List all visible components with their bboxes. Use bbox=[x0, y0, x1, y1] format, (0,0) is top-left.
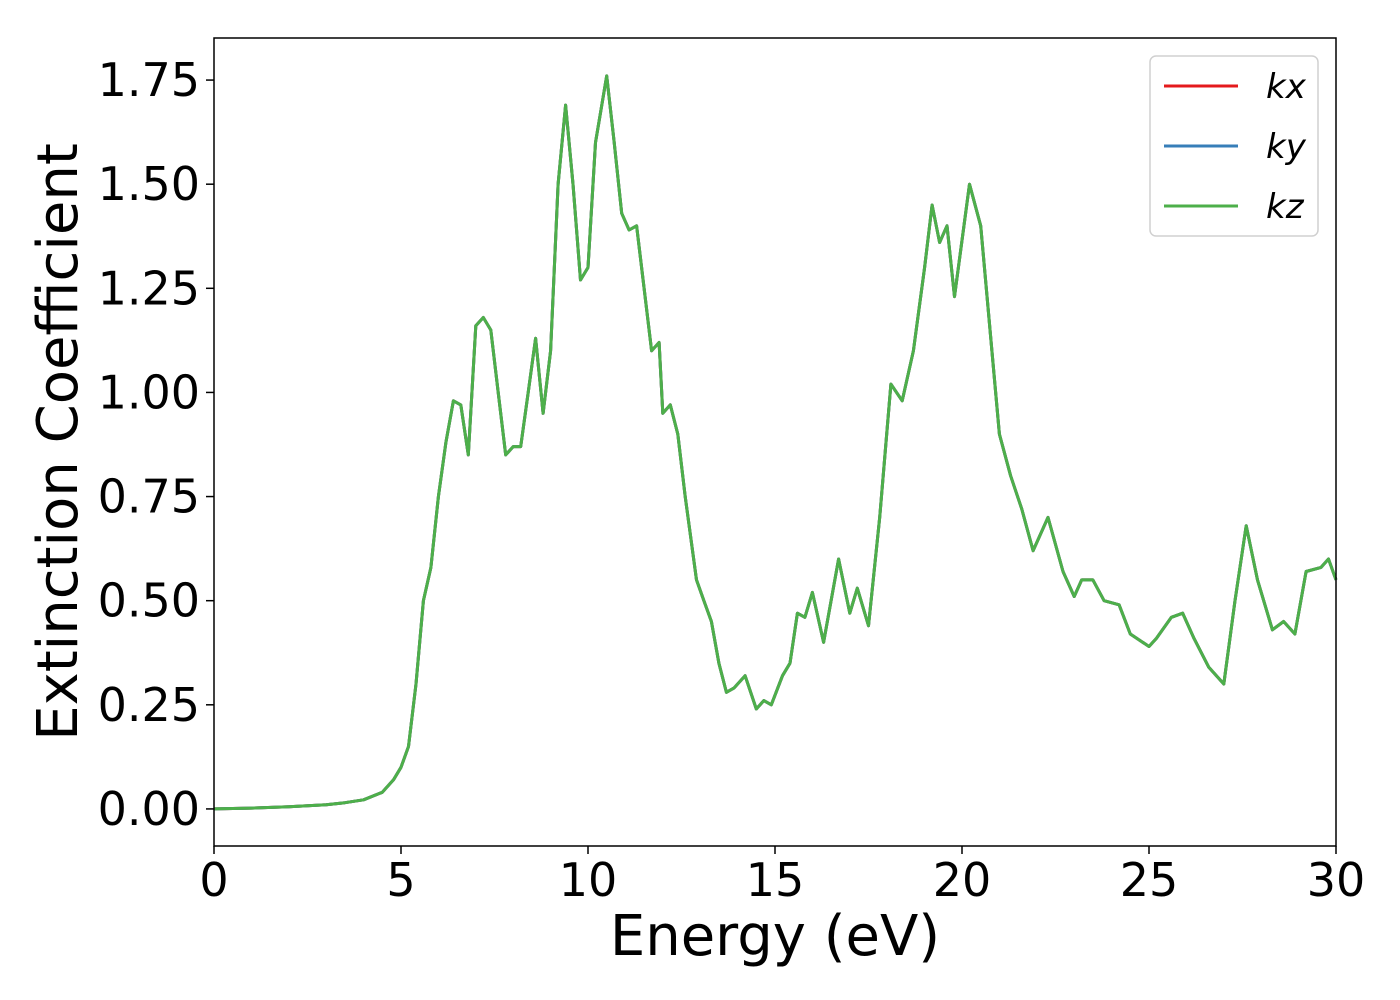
y-tick-label: 0.00 bbox=[98, 782, 200, 836]
data-line bbox=[213, 74, 1338, 811]
y-tick-label: 1.75 bbox=[98, 53, 200, 107]
x-tick-label: 0 bbox=[199, 853, 228, 907]
x-tick-label: 30 bbox=[1307, 853, 1366, 907]
y-tick-label: 0.25 bbox=[98, 678, 200, 732]
x-axis-label: Energy (eV) bbox=[610, 904, 940, 969]
y-tick-label: 1.25 bbox=[98, 261, 200, 315]
y-tick-label: 1.50 bbox=[98, 157, 200, 211]
legend-label: kz bbox=[1266, 187, 1305, 227]
legend-label: kx bbox=[1266, 67, 1307, 107]
x-tick-label: 15 bbox=[746, 853, 805, 907]
y-tick-label: 0.50 bbox=[98, 574, 200, 628]
legend-label: ky bbox=[1266, 127, 1307, 167]
plot-frame bbox=[213, 37, 1337, 847]
y-axis-label: Extinction Coefficient bbox=[26, 143, 91, 741]
y-tick-label: 0.75 bbox=[98, 470, 200, 524]
x-tick-label: 5 bbox=[386, 853, 415, 907]
x-tick-label: 10 bbox=[559, 853, 618, 907]
x-tick-label: 25 bbox=[1120, 853, 1179, 907]
y-tick-label: 1.00 bbox=[98, 365, 200, 419]
x-tick-label: 20 bbox=[933, 853, 992, 907]
